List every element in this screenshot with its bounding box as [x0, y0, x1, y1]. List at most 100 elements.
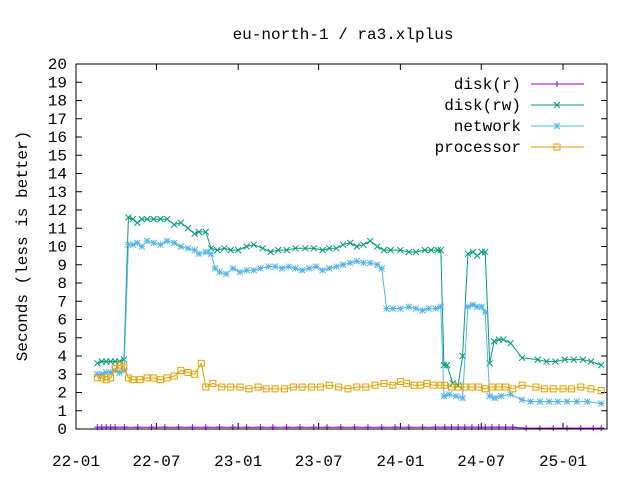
- data-point: [469, 301, 477, 309]
- data-point: [292, 244, 299, 252]
- data-point: [243, 266, 250, 274]
- data-point: [102, 369, 110, 376]
- data-point: [111, 367, 119, 374]
- data-point: [380, 379, 388, 387]
- data-point: [540, 385, 548, 393]
- data-point: [339, 261, 347, 269]
- data-point: [584, 398, 591, 405]
- data-point: [432, 305, 439, 312]
- data-point: [389, 381, 397, 389]
- data-point: [298, 266, 306, 274]
- data-point: [150, 374, 158, 382]
- legend-label: processor: [435, 139, 521, 157]
- data-point: [473, 252, 481, 259]
- data-point: [475, 383, 483, 391]
- data-point: [125, 241, 132, 249]
- y-tick-label: 7: [57, 293, 67, 311]
- data-point: [102, 376, 110, 384]
- data-point: [236, 383, 244, 391]
- data-point: [234, 246, 242, 254]
- data-point: [254, 383, 262, 391]
- data-point: [405, 248, 413, 256]
- data-point: [325, 244, 333, 252]
- data-point: [550, 425, 557, 432]
- data-point: [184, 368, 192, 376]
- data-point: [218, 383, 226, 391]
- y-tick-label: 1: [57, 403, 67, 421]
- data-point: [243, 243, 250, 250]
- data-point: [509, 385, 517, 393]
- chart-title: eu-north-1 / ra3.xlplus: [233, 26, 454, 44]
- data-point: [271, 263, 279, 270]
- data-point: [129, 241, 137, 249]
- x-tick-label: 22-07: [132, 453, 180, 471]
- legend-label: disk(r): [454, 76, 521, 94]
- y-tick-label: 19: [48, 74, 67, 92]
- data-point: [312, 263, 320, 270]
- data-point: [207, 250, 215, 258]
- data-point: [419, 307, 426, 314]
- data-point: [120, 367, 128, 374]
- data-point: [597, 361, 605, 369]
- legend-label: disk(rw): [444, 97, 521, 115]
- data-point: [278, 265, 286, 272]
- data-point: [353, 257, 361, 265]
- series-processor: [93, 359, 605, 395]
- data-point: [518, 396, 526, 404]
- data-point: [502, 383, 510, 391]
- data-point: [245, 385, 253, 393]
- data-point: [236, 268, 244, 276]
- data-point: [570, 356, 578, 364]
- data-point: [437, 303, 445, 311]
- data-point: [464, 250, 472, 258]
- x-tick-label: 22-01: [52, 453, 100, 471]
- data-point: [437, 246, 445, 254]
- data-point: [285, 263, 293, 270]
- y-tick-label: 5: [57, 330, 67, 348]
- data-point: [143, 237, 151, 245]
- data-point: [138, 215, 146, 223]
- x-tick-label: 23-07: [295, 453, 343, 471]
- data-point: [257, 265, 264, 272]
- data-point: [107, 374, 115, 382]
- data-point: [271, 385, 279, 393]
- data-point: [440, 392, 448, 400]
- data-point: [553, 143, 561, 151]
- data-point: [360, 259, 367, 267]
- data-point: [120, 363, 128, 371]
- data-point: [464, 303, 472, 311]
- data-point: [387, 246, 394, 254]
- series-disk-rw-: [93, 213, 605, 389]
- data-point: [292, 265, 299, 272]
- data-point: [527, 398, 534, 405]
- data-point: [481, 248, 489, 256]
- x-tick-label: 23-01: [214, 453, 262, 471]
- data-point: [156, 376, 164, 384]
- data-point: [380, 246, 388, 254]
- data-point: [222, 270, 230, 278]
- data-point: [333, 263, 340, 270]
- data-point: [213, 246, 221, 254]
- data-point: [267, 248, 274, 256]
- y-tick-label: 12: [48, 202, 67, 220]
- data-point: [373, 243, 381, 250]
- data-point: [445, 390, 453, 398]
- y-tick-label: 2: [57, 385, 67, 403]
- data-point: [116, 369, 123, 376]
- data-point: [564, 425, 571, 432]
- data-point: [534, 356, 542, 364]
- y-tick-label: 8: [57, 275, 67, 293]
- y-tick-label: 3: [57, 366, 67, 384]
- data-point: [191, 230, 198, 238]
- data-point: [554, 81, 560, 87]
- data-point: [597, 400, 605, 407]
- data-point: [434, 246, 442, 254]
- y-tick-label: 0: [57, 421, 67, 439]
- data-point: [597, 387, 605, 395]
- data-point: [184, 224, 192, 232]
- data-point: [125, 213, 132, 221]
- data-point: [265, 263, 272, 270]
- data-point: [549, 385, 557, 393]
- data-point: [561, 356, 569, 364]
- data-point: [107, 369, 115, 376]
